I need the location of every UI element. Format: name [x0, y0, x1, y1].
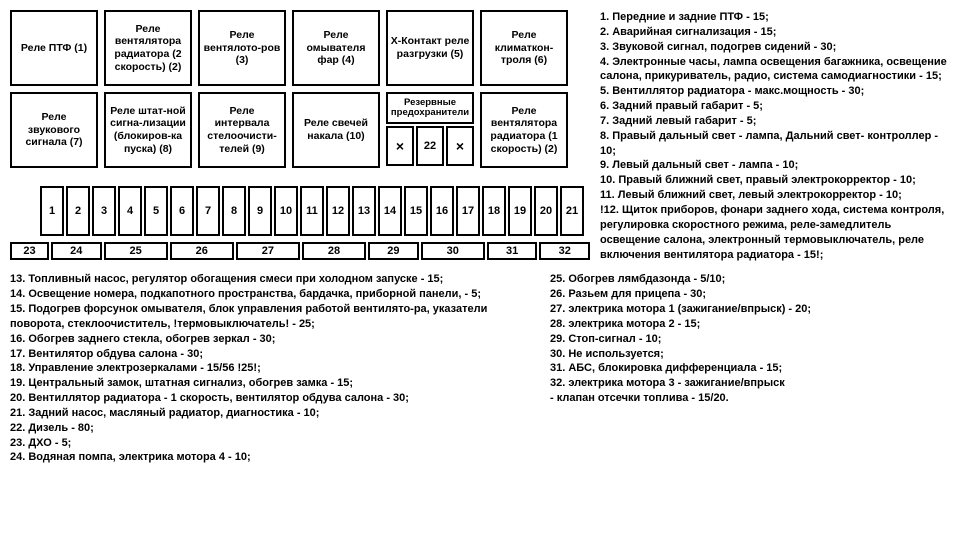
- legend-item: 7. Задний левый габарит - 5;: [600, 114, 950, 129]
- legend-item: 17. Вентилятор обдува салона - 30;: [10, 347, 510, 362]
- legend-bottom-left: 13. Топливный насос, регулятор обогащени…: [10, 272, 510, 465]
- legend-item: 22. Дизель - 80;: [10, 421, 510, 436]
- relay-box: Реле ПТФ (1): [10, 10, 98, 86]
- legend-item: 20. Вентиллятор радиатора - 1 скорость, …: [10, 391, 510, 406]
- legend-item: 25. Обогрев лямбдазонда - 5/10;: [550, 272, 950, 287]
- legend-item: 16. Обогрев заднего стекла, обогрев зерк…: [10, 332, 510, 347]
- legend-item: !12. Щиток приборов, фонари заднего хода…: [600, 203, 950, 262]
- reserve-label: Резервные предохранители: [386, 92, 474, 124]
- relay-box: Реле свечей накала (10): [292, 92, 380, 168]
- legend-item: 19. Центральный замок, штатная сигнализ,…: [10, 376, 510, 391]
- legend-item: 28. электрика мотора 2 - 15;: [550, 317, 950, 332]
- fuse: 2: [66, 186, 90, 236]
- bottom-fuse: 30: [421, 242, 485, 260]
- bottom-fuse: 25: [104, 242, 168, 260]
- fuse: 8: [222, 186, 246, 236]
- fuse: 4: [118, 186, 142, 236]
- legend-bottom: 13. Топливный насос, регулятор обогащени…: [10, 272, 950, 465]
- fuse: 9: [248, 186, 272, 236]
- legend-item: 26. Разьем для прицепа - 30;: [550, 287, 950, 302]
- legend-item: 8. Правый дальный свет - лампа, Дальний …: [600, 129, 950, 159]
- relay-box: Реле интервала стелоочисти-телей (9): [198, 92, 286, 168]
- legend-item: 18. Управление электрозеркалами - 15/56 …: [10, 361, 510, 376]
- legend-item: 13. Топливный насос, регулятор обогащени…: [10, 272, 510, 287]
- relay-box: Реле омывателя фар (4): [292, 10, 380, 86]
- legend-item: 24. Водяная помпа, электрика мотора 4 - …: [10, 450, 510, 465]
- fuse-diagram: Реле ПТФ (1)Реле вентялятора радиатора (…: [10, 10, 590, 262]
- fuse: 15: [404, 186, 428, 236]
- reserve-group: Резервные предохранители×22×: [386, 92, 474, 168]
- fuse: 16: [430, 186, 454, 236]
- legend-item: - клапан отсечки топлива - 15/20.: [550, 391, 950, 406]
- legend-item: 32. электрика мотора 3 - зажигание/впрыс…: [550, 376, 950, 391]
- fuse: 18: [482, 186, 506, 236]
- fuse: 11: [300, 186, 324, 236]
- bottom-fuse-row: 23242526272829303132: [10, 242, 590, 260]
- legend-item: 5. Вентиллятор радиатора - макс.мощность…: [600, 84, 950, 99]
- legend-right: 1. Передние и задние ПТФ - 15;2. Аварийн…: [600, 10, 950, 262]
- legend-item: 27. электрика мотора 1 (зажигание/впрыск…: [550, 302, 950, 317]
- relay-box: Реле звукового сигнала (7): [10, 92, 98, 168]
- reserve-bottom: ×22×: [386, 126, 474, 166]
- legend-item: 21. Задний насос, масляный радиатор, диа…: [10, 406, 510, 421]
- bottom-fuse: 26: [170, 242, 234, 260]
- legend-item: 1. Передние и задние ПТФ - 15;: [600, 10, 950, 25]
- relay-box: Реле вентялото-ров (3): [198, 10, 286, 86]
- legend-bottom-right: 25. Обогрев лямбдазонда - 5/10;26. Разье…: [550, 272, 950, 465]
- legend-item: 9. Левый дальный свет - лампа - 10;: [600, 158, 950, 173]
- bottom-fuse: 32: [539, 242, 590, 260]
- top-container: Реле ПТФ (1)Реле вентялятора радиатора (…: [10, 10, 950, 262]
- relay-box: Реле вентялятора радиатора (1 скорость) …: [480, 92, 568, 168]
- fuse: 1: [40, 186, 64, 236]
- relay-box: Х-Контакт реле разгрузки (5): [386, 10, 474, 86]
- legend-item: 31. АБС, блокировка дифференциала - 15;: [550, 361, 950, 376]
- relay-box: Реле климаткон-троля (6): [480, 10, 568, 86]
- legend-item: 4. Электронные часы, лампа освещения баг…: [600, 55, 950, 85]
- bottom-fuse: 27: [236, 242, 300, 260]
- bottom-fuse: 29: [368, 242, 419, 260]
- relay-row-1: Реле ПТФ (1)Реле вентялятора радиатора (…: [10, 10, 590, 86]
- fuse: 14: [378, 186, 402, 236]
- legend-item: 23. ДХО - 5;: [10, 436, 510, 451]
- fuse: 10: [274, 186, 298, 236]
- fuse: 13: [352, 186, 376, 236]
- legend-item: 30. Не используется;: [550, 347, 950, 362]
- legend-item: 3. Звуковой сигнал, подогрев сидений - 3…: [600, 40, 950, 55]
- fuse: 6: [170, 186, 194, 236]
- x-icon: ×: [386, 126, 414, 166]
- fuse: 21: [560, 186, 584, 236]
- bottom-fuse: 23: [10, 242, 49, 260]
- fuse: 3: [92, 186, 116, 236]
- fuse-row: 123456789101112131415161718192021: [40, 186, 590, 236]
- fuse: 12: [326, 186, 350, 236]
- x-icon: ×: [446, 126, 474, 166]
- legend-item: 10. Правый ближний свет, правый электрок…: [600, 173, 950, 188]
- legend-item: 2. Аварийная сигнализация - 15;: [600, 25, 950, 40]
- relay-box: Реле штат-ной сигна-лизации (блокиров-ка…: [104, 92, 192, 168]
- fuse: 19: [508, 186, 532, 236]
- fuse: 17: [456, 186, 480, 236]
- legend-item: 15. Подогрев форсунок омывателя, блок уп…: [10, 302, 510, 332]
- relay-box: Реле вентялятора радиатора (2 скорость) …: [104, 10, 192, 86]
- relay-row-2: Реле звукового сигнала (7)Реле штат-ной …: [10, 92, 590, 168]
- reserve-number: 22: [416, 126, 444, 166]
- legend-item: 29. Стоп-сигнал - 10;: [550, 332, 950, 347]
- legend-item: 14. Освещение номера, подкапотного прост…: [10, 287, 510, 302]
- legend-item: 6. Задний правый габарит - 5;: [600, 99, 950, 114]
- legend-item: 11. Левый ближний свет, левый электрокор…: [600, 188, 950, 203]
- fuse: 20: [534, 186, 558, 236]
- fuse: 5: [144, 186, 168, 236]
- bottom-fuse: 24: [51, 242, 102, 260]
- fuse: 7: [196, 186, 220, 236]
- bottom-fuse: 28: [302, 242, 366, 260]
- bottom-fuse: 31: [487, 242, 538, 260]
